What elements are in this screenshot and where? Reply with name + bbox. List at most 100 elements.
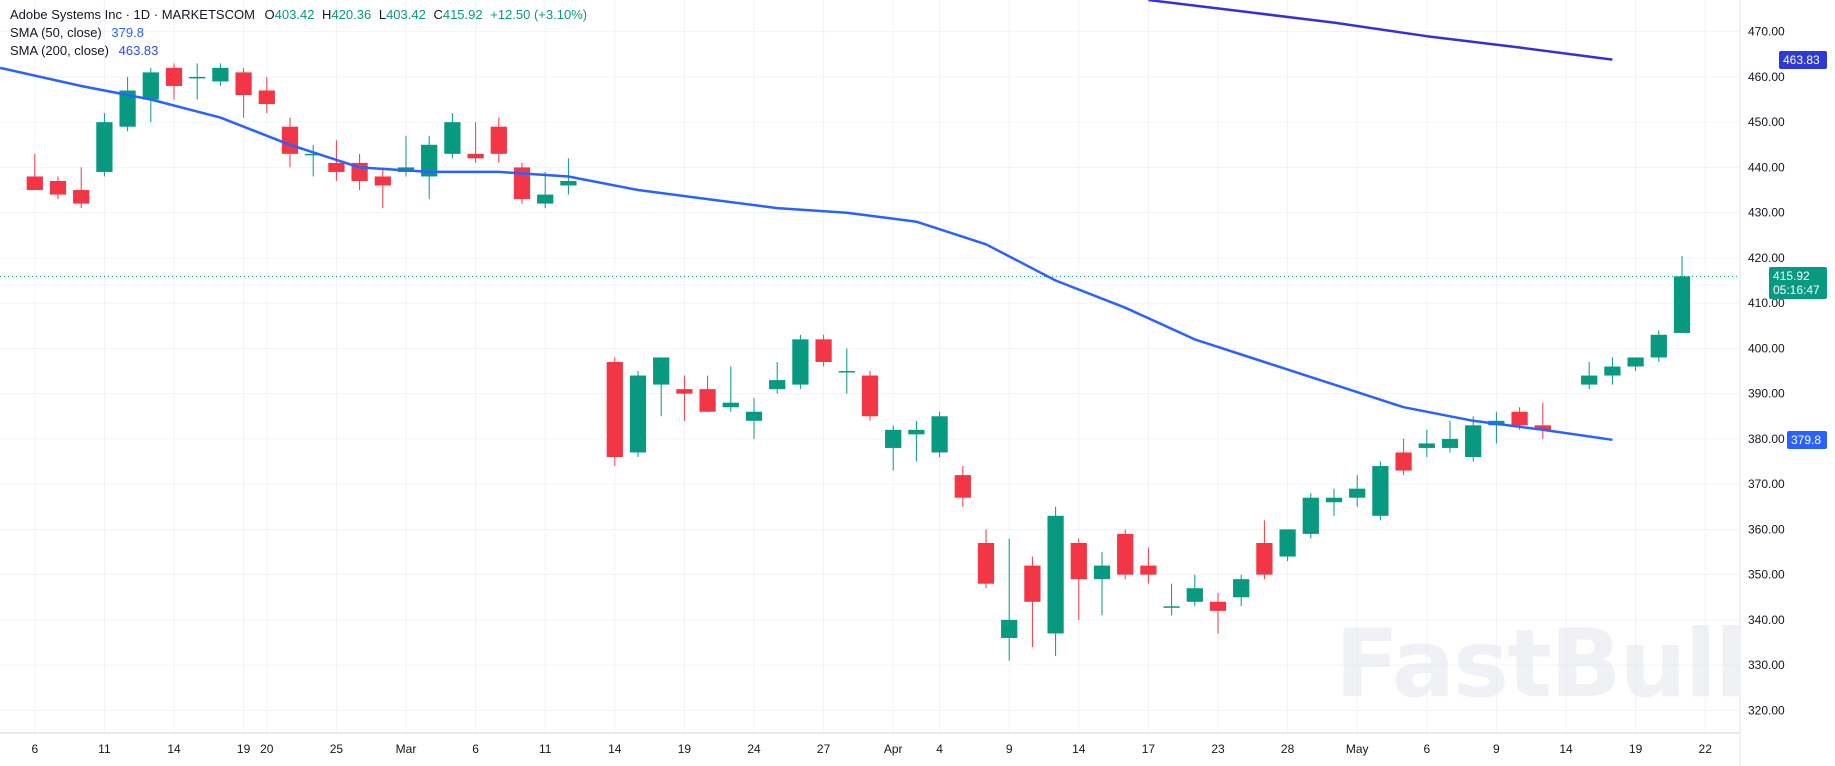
sma200-axis-value: 463.83: [1783, 52, 1820, 67]
sma200-label: SMA (200, close): [10, 43, 109, 58]
candle[interactable]: [305, 144, 322, 177]
candle-body: [1441, 438, 1459, 448]
low-label: L: [378, 7, 387, 22]
candle[interactable]: [490, 117, 507, 163]
candle-body: [1256, 542, 1273, 575]
candle[interactable]: [73, 167, 90, 209]
candle[interactable]: [142, 67, 159, 123]
candle-body: [676, 389, 693, 394]
symbol-title[interactable]: Adobe Systems Inc · 1D · MARKETSCOM: [10, 7, 255, 22]
candle[interactable]: [26, 153, 43, 191]
legend: Adobe Systems Inc · 1D · MARKETSCOM O403…: [10, 6, 587, 60]
candle[interactable]: [49, 176, 67, 200]
candle[interactable]: [908, 420, 925, 462]
candle-body: [560, 180, 577, 186]
candle[interactable]: [1372, 461, 1389, 521]
sma200-line[interactable]: [1148, 0, 1613, 61]
candle[interactable]: [1673, 256, 1691, 333]
candle-body: [1395, 452, 1412, 471]
candle[interactable]: [885, 425, 902, 471]
moving-averages: [0, 0, 1613, 442]
candle-body: [490, 126, 507, 154]
y-tick-label: 400.00: [1748, 341, 1785, 355]
candle[interactable]: [258, 76, 275, 114]
candle[interactable]: [1534, 402, 1551, 439]
candle[interactable]: [1302, 493, 1319, 539]
candle-body: [699, 389, 716, 412]
candle[interactable]: [769, 361, 786, 394]
candle-body: [1163, 606, 1180, 608]
candle[interactable]: [189, 63, 206, 100]
candle[interactable]: [1325, 488, 1343, 516]
candle[interactable]: [1001, 538, 1018, 661]
candle-body: [1349, 488, 1366, 498]
candle-body: [745, 411, 763, 421]
candle[interactable]: [1047, 506, 1064, 657]
candle[interactable]: [351, 153, 368, 191]
sma50-line[interactable]: [0, 66, 1613, 442]
candle[interactable]: [513, 162, 531, 204]
candle[interactable]: [606, 357, 623, 467]
candle[interactable]: [1465, 416, 1482, 462]
candle[interactable]: [653, 357, 670, 417]
candle[interactable]: [1604, 357, 1621, 385]
candle[interactable]: [467, 122, 484, 163]
sma50-row[interactable]: SMA (50, close) 379.8: [10, 24, 587, 42]
candle[interactable]: [815, 334, 832, 367]
sma200-axis-badge: 463.83: [1779, 50, 1827, 69]
candle[interactable]: [954, 466, 971, 507]
candle[interactable]: [212, 63, 229, 86]
candle[interactable]: [1070, 538, 1087, 620]
candle[interactable]: [1441, 420, 1459, 453]
candle[interactable]: [1395, 438, 1412, 476]
candle[interactable]: [1093, 552, 1111, 616]
candle[interactable]: [1140, 547, 1157, 584]
candle[interactable]: [699, 375, 716, 412]
candle[interactable]: [1650, 330, 1667, 362]
candle[interactable]: [235, 67, 252, 118]
candle[interactable]: [1163, 583, 1180, 616]
candle[interactable]: [1418, 429, 1435, 457]
candle-body: [1534, 425, 1551, 430]
candle-body: [1465, 425, 1482, 457]
sma50-value: 379.8: [111, 25, 144, 40]
candle[interactable]: [676, 375, 693, 421]
candle-body: [444, 122, 461, 154]
candle[interactable]: [537, 171, 554, 209]
sma50-label: SMA (50, close): [10, 25, 102, 40]
sma200-row[interactable]: SMA (200, close) 463.83: [10, 42, 587, 60]
close-value: 415.92: [442, 7, 483, 22]
candle[interactable]: [1233, 574, 1250, 607]
candle-body: [1047, 515, 1064, 634]
candle[interactable]: [421, 135, 438, 200]
x-tick-label: 25: [330, 742, 344, 756]
candle-body: [258, 90, 275, 105]
candle[interactable]: [629, 371, 647, 457]
candle[interactable]: [1581, 361, 1598, 390]
candle[interactable]: [1186, 574, 1203, 607]
candle[interactable]: [792, 334, 809, 390]
candle[interactable]: [838, 348, 855, 394]
grid: [0, 0, 1740, 733]
candle[interactable]: [1279, 529, 1296, 562]
candle[interactable]: [1209, 592, 1227, 634]
candle[interactable]: [1627, 357, 1644, 372]
candle[interactable]: [861, 371, 879, 421]
candle[interactable]: [722, 366, 739, 412]
candle-body: [954, 475, 971, 498]
candle[interactable]: [931, 411, 948, 457]
x-tick-label: 11: [539, 742, 552, 756]
candle[interactable]: [444, 113, 461, 159]
candle[interactable]: [1117, 529, 1134, 580]
candle[interactable]: [1024, 556, 1041, 648]
x-tick-label: 14: [167, 742, 181, 756]
candle[interactable]: [1256, 520, 1273, 580]
candle[interactable]: [977, 529, 995, 589]
candle[interactable]: [96, 113, 113, 177]
candle[interactable]: [1349, 475, 1366, 507]
candle[interactable]: [745, 398, 763, 439]
candle[interactable]: [374, 167, 391, 209]
candle[interactable]: [165, 63, 183, 100]
candle[interactable]: [119, 76, 136, 132]
